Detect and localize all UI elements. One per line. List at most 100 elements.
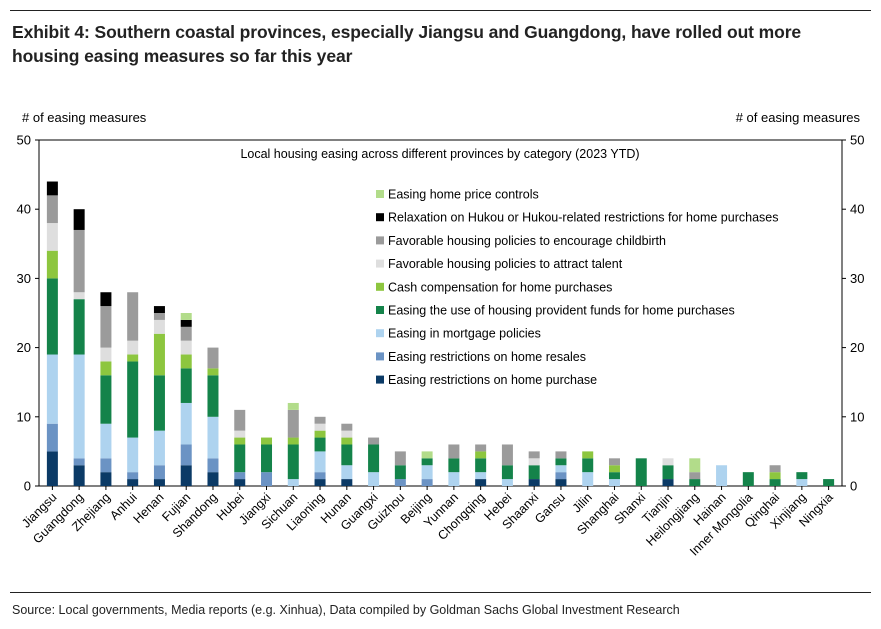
bar-segment-liaoning-s3 xyxy=(314,437,326,452)
bar-segment-liaoning-s1 xyxy=(314,472,326,480)
bar-segment-jiangxi-s1 xyxy=(261,472,273,486)
bar-segment-hubei-s5 xyxy=(234,430,246,438)
bar-segment-heilongjiang-s3 xyxy=(689,479,701,486)
bar-segment-hebei-s2 xyxy=(501,479,513,486)
bar-segment-shaanxi-s5 xyxy=(528,458,540,466)
bar-segment-zhejiang-s5 xyxy=(100,347,112,362)
y-tick-label-right: 0 xyxy=(850,479,857,494)
bar-segment-fujian-s1 xyxy=(180,444,192,466)
legend-swatch xyxy=(376,236,384,245)
bar-segment-fujian-s7 xyxy=(180,319,192,327)
bar-segment-henan-s1 xyxy=(153,465,165,480)
bar-segment-shanghai-s6 xyxy=(608,458,620,466)
bar-segment-beijing-s8 xyxy=(421,451,433,459)
bar-segment-jiangsu-s7 xyxy=(46,181,58,196)
y-axis-right-label: # of easing measures xyxy=(736,110,861,125)
bar-segment-jiangsu-s6 xyxy=(46,195,58,224)
bar-segment-beijing-s1 xyxy=(421,479,433,486)
bar-segment-guangdong-s6 xyxy=(73,229,85,293)
bar-segment-jiangsu-s2 xyxy=(46,354,58,424)
bar-segment-anhui-s0 xyxy=(127,479,139,486)
bar-segment-zhejiang-s0 xyxy=(100,472,112,486)
bar-segment-guizhou-s1 xyxy=(394,479,406,486)
bar-segment-chongqing-s4 xyxy=(475,451,487,459)
bar-segment-liaoning-s0 xyxy=(314,479,326,486)
bar-segment-heilongjiang-s6 xyxy=(689,472,701,480)
bar-segment-hebei-s3 xyxy=(501,465,513,480)
bar-segment-gansu-s0 xyxy=(555,479,567,486)
bar-segment-hubei-s4 xyxy=(234,437,246,445)
bar-segment-shandong-s6 xyxy=(207,347,219,369)
bar-segment-anhui-s5 xyxy=(127,340,139,355)
bar-segment-anhui-s1 xyxy=(127,472,139,480)
bar-segment-guangxi-s2 xyxy=(368,472,380,486)
bar-segment-liaoning-s4 xyxy=(314,430,326,438)
bar-segment-hunan-s6 xyxy=(341,423,353,431)
bar-segment-beijing-s3 xyxy=(421,458,433,466)
bar-segment-gansu-s3 xyxy=(555,458,567,466)
legend-swatch xyxy=(376,306,384,314)
bar-segment-guangdong-s5 xyxy=(73,292,85,300)
bar-segment-gansu-s1 xyxy=(555,472,567,480)
bar-segment-fujian-s3 xyxy=(180,368,192,403)
bar-segment-inner-mongolia-s3 xyxy=(742,472,754,486)
bar-segment-guizhou-s3 xyxy=(394,465,406,480)
bar-segment-yunnan-s2 xyxy=(448,472,460,486)
bar-segment-shanxi-s3 xyxy=(635,458,647,486)
bar-segment-gansu-s2 xyxy=(555,465,567,473)
bottom-rule xyxy=(10,592,871,593)
bar-segment-guangdong-s1 xyxy=(73,458,85,466)
bar-segment-shandong-s4 xyxy=(207,368,219,376)
bar-segment-liaoning-s5 xyxy=(314,423,326,431)
legend: Easing home price controls Relaxation on … xyxy=(376,188,778,387)
bar-segment-chongqing-s2 xyxy=(475,472,487,480)
bar-segment-jiangsu-s4 xyxy=(46,250,58,279)
bar-segment-henan-s6 xyxy=(153,313,165,320)
bar-segment-sichuan-s4 xyxy=(287,437,299,445)
plot-frame xyxy=(38,139,843,487)
bar-segment-liaoning-s6 xyxy=(314,416,326,424)
bar-segment-chongqing-s0 xyxy=(475,479,487,486)
y-tick-label-right: 20 xyxy=(850,340,864,355)
bar-segment-shanghai-s3 xyxy=(608,472,620,480)
bar-segment-hubei-s6 xyxy=(234,409,246,431)
y-tick-label-left: 0 xyxy=(24,479,31,494)
bar-segment-zhejiang-s3 xyxy=(100,375,112,424)
bar-segment-anhui-s4 xyxy=(127,354,139,362)
legend-swatch xyxy=(376,190,384,198)
y-tick-label-right: 30 xyxy=(850,271,864,286)
bar-segment-tianjin-s3 xyxy=(662,465,674,480)
y-axis-left-label: # of easing measures xyxy=(22,110,147,125)
bar-segment-guangxi-s3 xyxy=(368,444,380,473)
bar-segment-chongqing-s3 xyxy=(475,458,487,473)
bar-segment-jilin-s4 xyxy=(582,451,594,459)
bar-segment-shaanxi-s6 xyxy=(528,451,540,459)
bar-segment-guangdong-s0 xyxy=(73,465,85,486)
bar-segment-hunan-s4 xyxy=(341,437,353,445)
bar-segment-hunan-s0 xyxy=(341,479,353,486)
bar-segment-jiangsu-s5 xyxy=(46,223,58,251)
bar-segment-fujian-s5 xyxy=(180,340,192,355)
bar-segment-tianjin-s0 xyxy=(662,479,674,486)
bar-segment-zhejiang-s2 xyxy=(100,423,112,459)
bar-segment-yunnan-s6 xyxy=(448,444,460,459)
bar-segment-xinjiang-s2 xyxy=(796,479,808,486)
bar-segment-chongqing-s6 xyxy=(475,444,487,452)
bar-segment-guangdong-s2 xyxy=(73,354,85,459)
bar-segment-shandong-s2 xyxy=(207,416,219,459)
bar-series xyxy=(46,181,835,486)
bar-segment-shandong-s0 xyxy=(207,472,219,486)
legend-label: Favorable housing policies to encourage … xyxy=(388,234,666,248)
bar-segment-sichuan-s3 xyxy=(287,444,299,480)
bar-segment-tianjin-s5 xyxy=(662,458,674,466)
x-tick-label: Henan xyxy=(131,490,167,526)
bar-segment-zhejiang-s7 xyxy=(100,292,112,307)
bar-segment-guangdong-s7 xyxy=(73,209,85,230)
bar-segment-anhui-s2 xyxy=(127,437,139,473)
bar-segment-hunan-s5 xyxy=(341,430,353,438)
bar-segment-fujian-s2 xyxy=(180,402,192,445)
y-tick-label-left: 20 xyxy=(17,340,31,355)
bar-segment-shanghai-s2 xyxy=(608,479,620,486)
bar-segment-yunnan-s3 xyxy=(448,458,460,473)
